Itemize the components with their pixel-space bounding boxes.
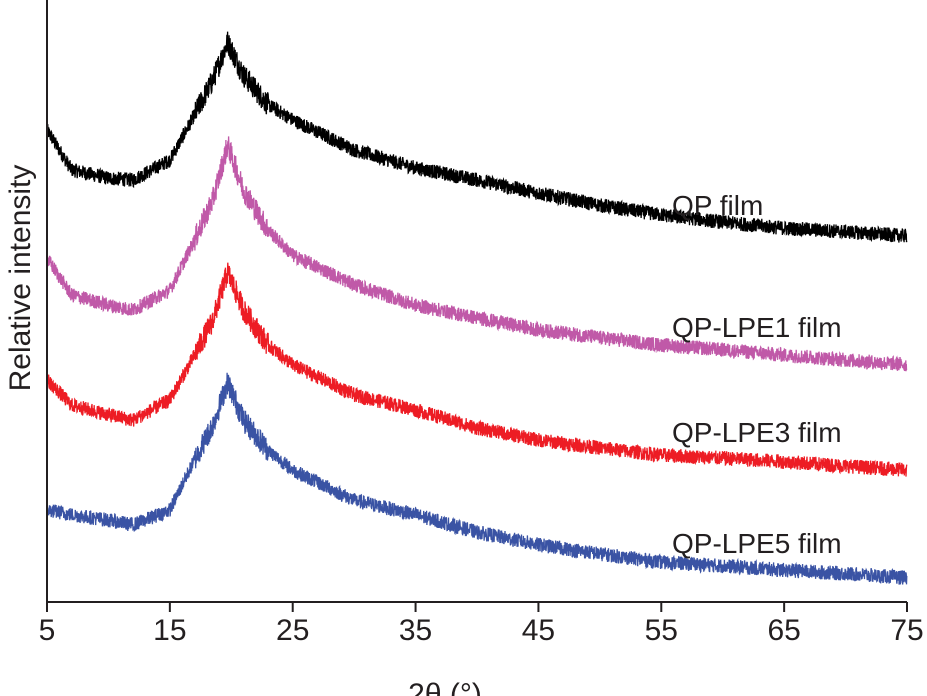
- series-line-qp-lpe1-film: [46, 136, 908, 372]
- x-tick-label: 65: [767, 614, 800, 647]
- series-label-qp-lpe3: QP-LPE3 film: [672, 417, 842, 448]
- x-axis-title: 2θ (°): [408, 678, 482, 696]
- x-tick-label: 5: [39, 614, 56, 647]
- series-label-qp-lpe1: QP-LPE1 film: [672, 312, 842, 343]
- series-label-qp: QP film: [672, 190, 763, 221]
- series-layer: [46, 31, 908, 585]
- series-line-qp-lpe3-film: [46, 262, 908, 477]
- x-ticks: 5 15 25 35 45 55 65 75: [39, 602, 924, 647]
- x-tick-label: 75: [890, 614, 923, 647]
- series-label-qp-lpe5: QP-LPE5 film: [672, 528, 842, 559]
- series-line-qp-film: [46, 31, 908, 243]
- x-tick-label: 55: [645, 614, 678, 647]
- x-tick-label: 45: [522, 614, 555, 647]
- x-tick-label: 35: [399, 614, 432, 647]
- y-axis-title: Relative intensity: [4, 165, 37, 392]
- x-tick-label: 25: [276, 614, 309, 647]
- x-tick-label: 15: [153, 614, 186, 647]
- series-line-qp-lpe5-film: [46, 372, 908, 585]
